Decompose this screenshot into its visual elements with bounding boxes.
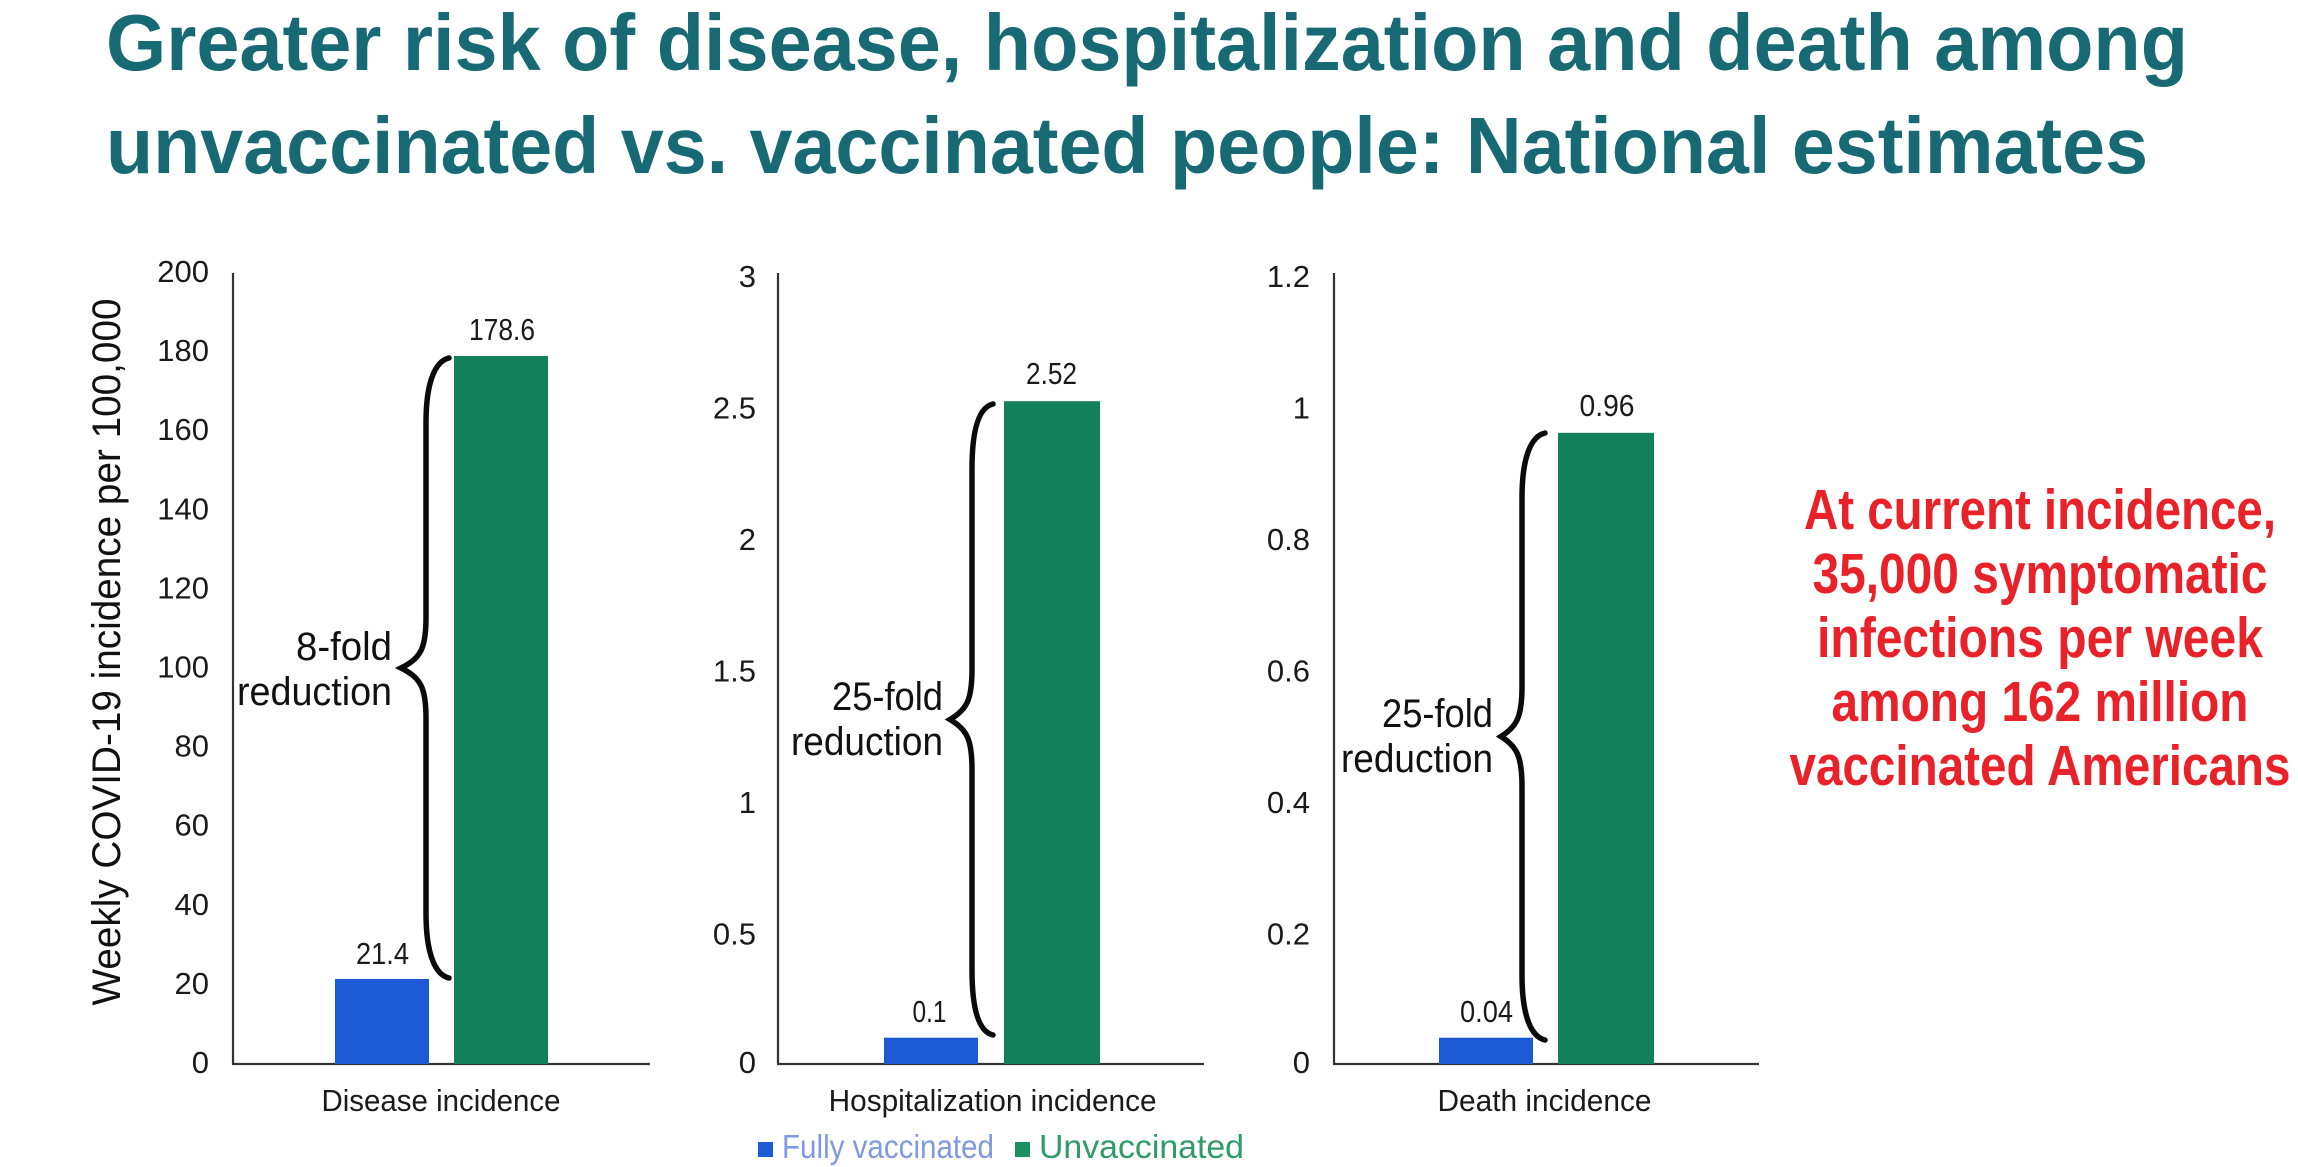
svg-text:infections per week: infections per week xyxy=(1817,606,2263,670)
svg-text:0.96: 0.96 xyxy=(1580,388,1635,423)
svg-text:0: 0 xyxy=(1293,1045,1310,1080)
svg-text:0.04: 0.04 xyxy=(1460,994,1513,1029)
svg-text:Hospitalization incidence: Hospitalization incidence xyxy=(829,1083,1157,1118)
svg-text:180: 180 xyxy=(157,333,209,368)
svg-text:120: 120 xyxy=(157,570,209,605)
svg-text:reduction: reduction xyxy=(791,720,943,764)
svg-text:1.2: 1.2 xyxy=(1267,259,1310,294)
svg-text:At current incidence,: At current incidence, xyxy=(1804,478,2276,542)
svg-text:21.4: 21.4 xyxy=(356,936,409,971)
svg-text:8-fold: 8-fold xyxy=(296,625,392,669)
svg-text:20: 20 xyxy=(175,966,209,1001)
svg-text:Death incidence: Death incidence xyxy=(1438,1083,1652,1118)
svg-text:0: 0 xyxy=(192,1045,209,1080)
svg-text:Weekly COVID-19 incidence per: Weekly COVID-19 incidence per 100,000 xyxy=(85,299,129,1006)
svg-text:Unvaccinated: Unvaccinated xyxy=(1039,1128,1244,1165)
svg-text:unvaccinated vs. vaccinated pe: unvaccinated vs. vaccinated people: Nati… xyxy=(106,101,2148,190)
svg-text:0.4: 0.4 xyxy=(1267,785,1310,820)
svg-text:160: 160 xyxy=(157,412,209,447)
svg-text:0.6: 0.6 xyxy=(1267,654,1310,689)
svg-text:2: 2 xyxy=(739,522,756,557)
svg-text:60: 60 xyxy=(175,808,209,843)
svg-text:25-fold: 25-fold xyxy=(832,675,943,719)
svg-text:2.5: 2.5 xyxy=(713,391,756,426)
svg-text:0.2: 0.2 xyxy=(1267,917,1310,952)
svg-text:3: 3 xyxy=(739,259,756,294)
svg-text:100: 100 xyxy=(157,650,209,685)
svg-text:among 162 million: among 162 million xyxy=(1832,670,2249,734)
svg-text:0.1: 0.1 xyxy=(913,994,947,1029)
svg-text:0.5: 0.5 xyxy=(713,917,756,952)
svg-text:0: 0 xyxy=(739,1045,756,1080)
svg-text:2.52: 2.52 xyxy=(1026,356,1077,391)
svg-text:Disease incidence: Disease incidence xyxy=(322,1083,561,1118)
svg-text:80: 80 xyxy=(175,729,209,764)
svg-text:25-fold: 25-fold xyxy=(1382,692,1493,736)
svg-text:Fully vaccinated: Fully vaccinated xyxy=(782,1128,994,1165)
svg-text:200: 200 xyxy=(157,254,209,289)
svg-text:140: 140 xyxy=(157,491,209,526)
svg-text:178.6: 178.6 xyxy=(469,312,535,347)
svg-text:Greater risk of disease, hospi: Greater risk of disease, hospitalization… xyxy=(106,0,2188,87)
svg-text:vaccinated Americans: vaccinated Americans xyxy=(1790,734,2291,798)
svg-text:1.5: 1.5 xyxy=(713,654,756,689)
svg-text:0.8: 0.8 xyxy=(1267,522,1310,557)
svg-text:35,000 symptomatic: 35,000 symptomatic xyxy=(1813,542,2268,606)
svg-text:40: 40 xyxy=(175,887,209,922)
svg-text:reduction: reduction xyxy=(237,670,392,714)
svg-text:1: 1 xyxy=(739,785,756,820)
svg-text:1: 1 xyxy=(1293,391,1310,426)
svg-text:reduction: reduction xyxy=(1341,737,1493,781)
